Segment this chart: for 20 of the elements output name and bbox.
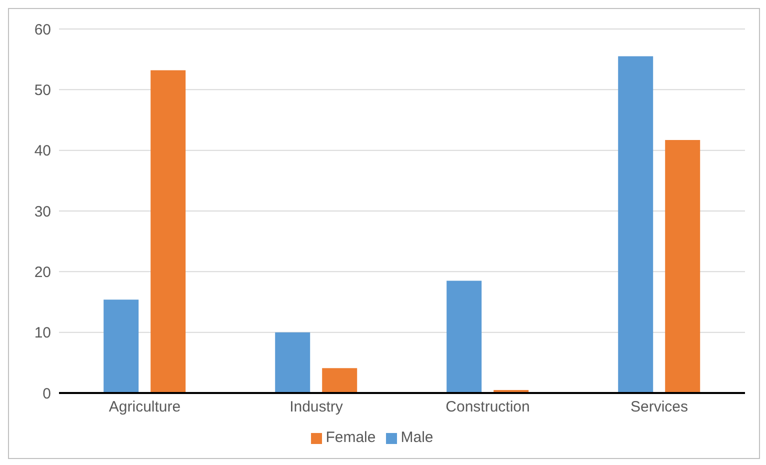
bar [104, 300, 139, 393]
x-tick-label: Agriculture [108, 398, 181, 416]
bar [275, 332, 310, 393]
legend-label: Female [326, 429, 376, 446]
x-tick-label: Construction [446, 398, 530, 416]
x-tick-label: Industry [290, 398, 344, 416]
bar [446, 280, 482, 393]
y-tick-label: 40 [34, 142, 51, 160]
y-tick-label: 30 [34, 203, 51, 220]
bar [618, 56, 654, 393]
bar [150, 70, 186, 393]
legend-label: Male [400, 429, 434, 446]
x-tick-label: Services [630, 398, 688, 416]
y-tick-label: 10 [34, 324, 51, 342]
y-tick-label: 20 [34, 264, 51, 281]
bar [322, 368, 358, 393]
y-tick-label: 60 [34, 21, 51, 38]
y-tick-label: 0 [42, 385, 51, 402]
bar [665, 140, 700, 393]
y-tick-label: 50 [34, 82, 51, 99]
